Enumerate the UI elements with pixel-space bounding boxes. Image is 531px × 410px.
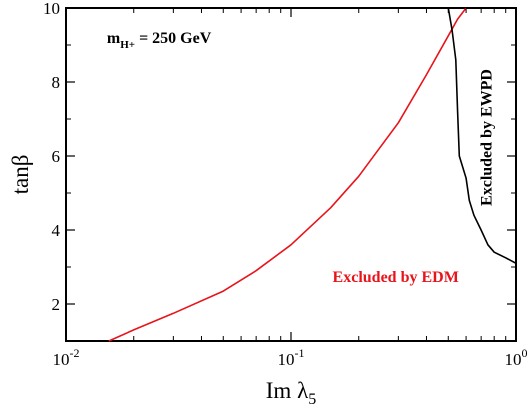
- x-tick-label: 10-1: [278, 346, 305, 369]
- series-line-2: [447, 7, 517, 265]
- series-layer: [108, 7, 517, 342]
- plot-frame: [65, 7, 517, 342]
- series-line-1: [108, 7, 467, 342]
- axes-layer: 2 4 6 8 10 10-2 10-1 100 Im λ5 tanβ: [8, 0, 528, 408]
- plot-border: [65, 7, 517, 342]
- y-axis-label: tanβ: [8, 155, 33, 195]
- x-axis-label: Im λ5: [266, 378, 316, 408]
- y-tick-label: 8: [52, 73, 61, 92]
- annotation-edm: Excluded by EDM: [333, 269, 459, 286]
- y-tick-label: 4: [52, 221, 61, 240]
- y-tick-label: 10: [43, 0, 60, 18]
- y-tick-label: 2: [52, 295, 61, 314]
- x-tick-label: 10-2: [53, 346, 80, 369]
- y-tick-label: 6: [52, 147, 61, 166]
- annotation-ewpd: Excluded by EWPD: [479, 69, 496, 206]
- annotation-mass: mH+ = 250 GeV: [107, 30, 212, 51]
- x-tick-label: 100: [505, 346, 528, 369]
- annotations-layer: mH+ = 250 GeV Excluded by EDM Excluded by …: [107, 30, 496, 286]
